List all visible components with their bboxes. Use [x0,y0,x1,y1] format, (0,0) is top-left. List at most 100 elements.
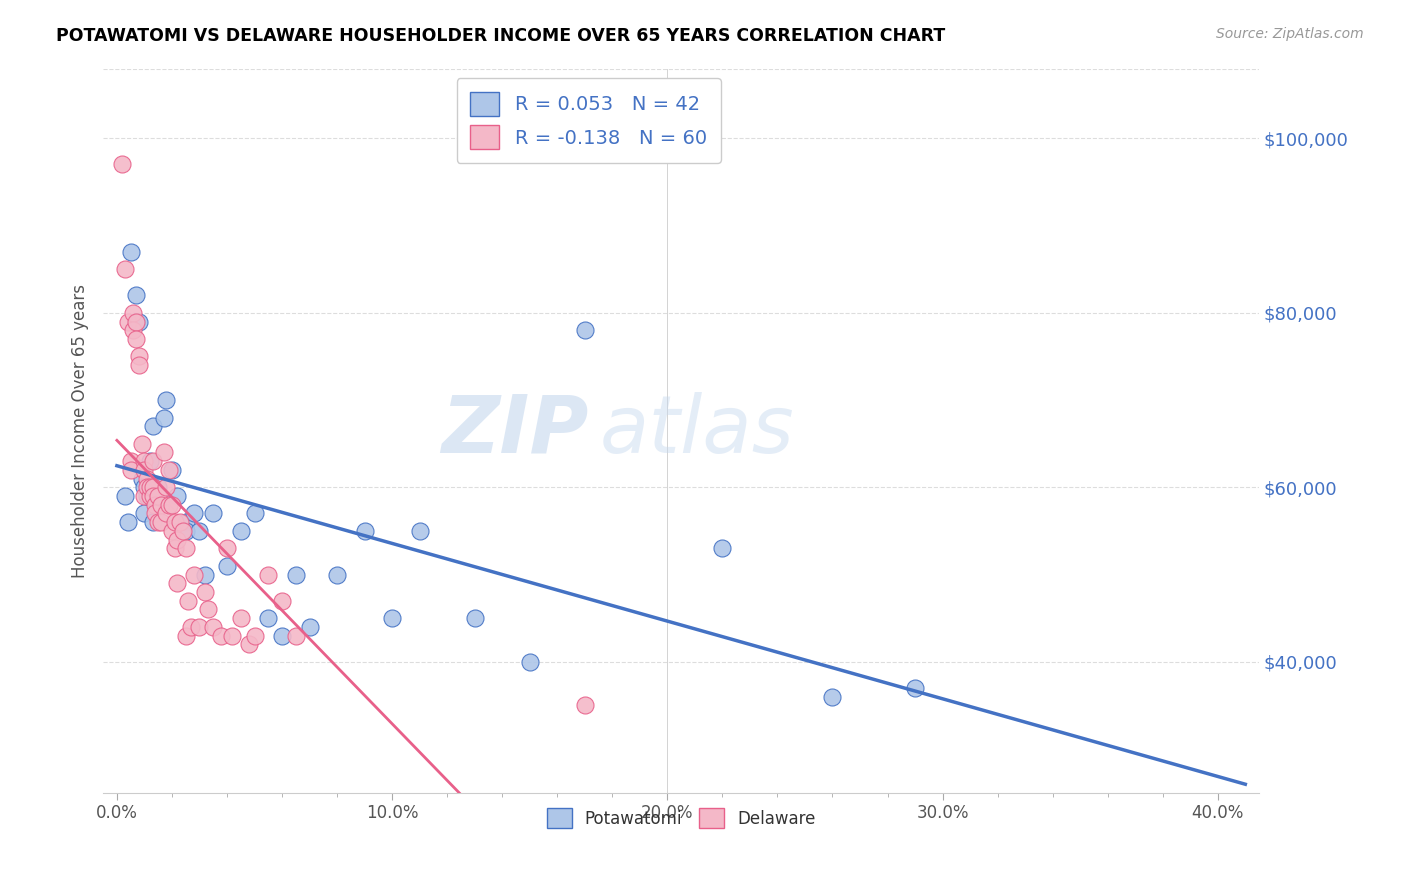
Point [229,611,252,625]
Point [146,489,169,503]
Point [381,611,404,625]
Point [145,507,167,521]
Point [519,655,541,669]
Point [166,576,188,591]
Point [134,454,156,468]
Point [155,480,177,494]
Point [134,463,156,477]
Point [202,507,225,521]
Point [180,620,202,634]
Point [125,314,148,328]
Point [114,489,136,503]
Point [166,489,188,503]
Point [134,507,156,521]
Point [145,498,167,512]
Point [128,314,150,328]
Point [131,472,153,486]
Point [114,262,136,277]
Point [574,698,596,713]
Point [134,480,156,494]
Point [174,524,197,538]
Text: ZIP: ZIP [441,392,589,469]
Point [142,454,165,468]
Point [298,620,321,634]
Point [155,507,177,521]
Point [197,602,219,616]
Point [146,480,169,494]
Point [271,629,294,643]
Point [152,410,174,425]
Point [711,541,734,556]
Point [174,629,197,643]
Point [211,629,233,643]
Point [111,157,134,171]
Legend: Potawatomi, Delaware: Potawatomi, Delaware [540,801,823,835]
Text: atlas: atlas [600,392,794,469]
Point [149,498,172,512]
Point [152,445,174,459]
Point [163,515,186,529]
Point [215,541,238,556]
Point [142,489,165,503]
Point [353,524,375,538]
Point [221,629,243,643]
Point [139,480,162,494]
Point [117,314,139,328]
Point [238,637,260,651]
Point [117,515,139,529]
Point [194,567,217,582]
Point [146,515,169,529]
Point [120,244,142,259]
Point [243,629,266,643]
Point [229,524,252,538]
Point [464,611,486,625]
Point [125,288,148,302]
Text: Source: ZipAtlas.com: Source: ZipAtlas.com [1216,27,1364,41]
Point [160,524,183,538]
Point [215,558,238,573]
Y-axis label: Householder Income Over 65 years: Householder Income Over 65 years [72,284,89,578]
Point [188,524,211,538]
Point [169,515,191,529]
Point [574,323,596,337]
Point [257,567,280,582]
Point [271,593,294,607]
Point [326,567,349,582]
Point [188,620,211,634]
Point [172,524,194,538]
Text: POTAWATOMI VS DELAWARE HOUSEHOLDER INCOME OVER 65 YEARS CORRELATION CHART: POTAWATOMI VS DELAWARE HOUSEHOLDER INCOM… [56,27,945,45]
Point [408,524,430,538]
Point [136,489,159,503]
Point [120,463,142,477]
Point [122,306,145,320]
Point [177,593,200,607]
Point [904,681,927,695]
Point [142,515,165,529]
Point [136,480,159,494]
Point [202,620,225,634]
Point [139,489,162,503]
Point [142,480,165,494]
Point [257,611,280,625]
Point [183,507,205,521]
Point [142,419,165,434]
Point [131,436,153,450]
Point [243,507,266,521]
Point [160,463,183,477]
Point [174,515,197,529]
Point [149,515,172,529]
Point [125,332,148,346]
Point [284,567,307,582]
Point [160,498,183,512]
Point [122,323,145,337]
Point [157,498,180,512]
Point [128,358,150,372]
Point [183,567,205,582]
Point [194,585,217,599]
Point [120,454,142,468]
Point [136,472,159,486]
Point [125,314,148,328]
Point [166,533,188,547]
Point [163,541,186,556]
Point [174,541,197,556]
